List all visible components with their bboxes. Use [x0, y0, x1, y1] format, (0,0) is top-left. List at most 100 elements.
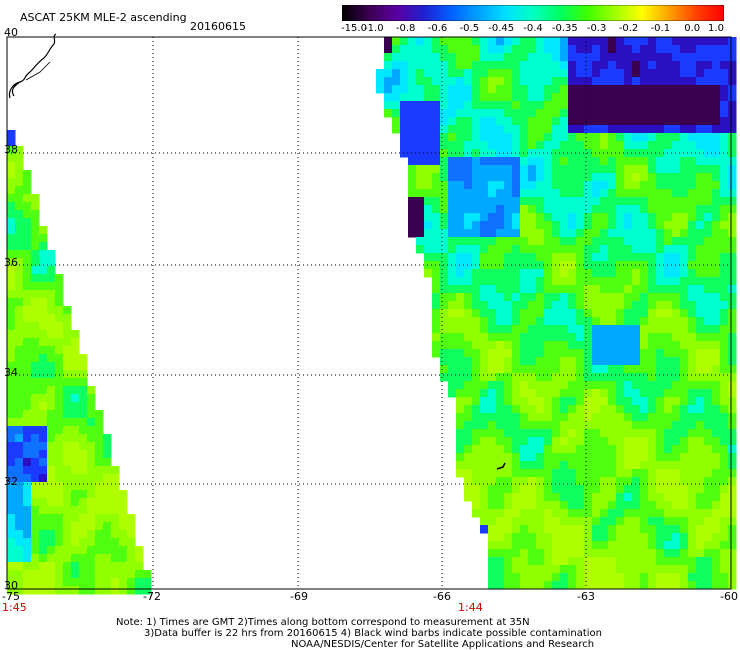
wind-cell — [39, 506, 48, 515]
wind-cell — [496, 61, 505, 70]
wind-cell — [688, 245, 697, 254]
wind-cell — [39, 266, 48, 275]
wind-cell — [616, 445, 625, 454]
wind-cell — [103, 562, 112, 571]
wind-cell — [576, 237, 585, 246]
wind-cell — [696, 133, 705, 142]
wind-cell — [31, 514, 40, 523]
wind-cell — [496, 501, 505, 510]
wind-cell — [672, 69, 681, 78]
wind-cell — [712, 325, 721, 334]
wind-cell — [536, 365, 545, 374]
wind-cell — [704, 301, 713, 310]
wind-cell — [456, 197, 465, 206]
wind-cell — [472, 157, 481, 166]
wind-cell — [688, 461, 697, 470]
wind-cell — [103, 482, 112, 491]
wind-cell — [536, 197, 545, 206]
wind-cell — [688, 37, 697, 46]
wind-cell — [39, 298, 48, 307]
wind-cell — [488, 501, 497, 510]
wind-cell — [504, 37, 513, 46]
wind-cell — [720, 197, 729, 206]
wind-cell — [656, 381, 665, 390]
wind-cell — [680, 221, 689, 230]
wind-cell — [560, 181, 569, 190]
wind-cell — [480, 85, 489, 94]
wind-cell — [584, 181, 593, 190]
wind-cell — [576, 453, 585, 462]
wind-cell — [55, 586, 64, 595]
wind-cell — [472, 461, 481, 470]
wind-cell — [704, 517, 713, 526]
wind-cell — [672, 317, 681, 326]
wind-cell — [728, 333, 737, 342]
wind-cell — [39, 426, 48, 435]
wind-cell — [448, 261, 457, 270]
wind-cell — [656, 53, 665, 62]
wind-cell — [544, 229, 553, 238]
wind-cell — [528, 445, 537, 454]
wind-cell — [472, 213, 481, 222]
wind-cell — [568, 181, 577, 190]
wind-cell — [640, 141, 649, 150]
wind-cell — [480, 109, 489, 118]
wind-cell — [23, 346, 32, 355]
wind-cell — [624, 69, 633, 78]
wind-cell — [712, 269, 721, 278]
wind-cell — [464, 189, 473, 198]
wind-cell — [560, 557, 569, 566]
wind-cell — [448, 157, 457, 166]
wind-cell — [15, 242, 24, 251]
wind-cell — [496, 573, 505, 582]
wind-cell — [656, 429, 665, 438]
wind-cell — [712, 69, 721, 78]
wind-cell — [688, 125, 697, 134]
wind-cell — [408, 101, 417, 110]
wind-cell — [616, 493, 625, 502]
wind-cell — [712, 365, 721, 374]
wind-cell — [720, 165, 729, 174]
wind-cell — [480, 45, 489, 54]
wind-cell — [71, 522, 80, 531]
wind-cell — [7, 138, 16, 147]
wind-cell — [63, 386, 72, 395]
wind-cell — [87, 578, 96, 587]
wind-cell — [464, 429, 473, 438]
wind-cell — [672, 437, 681, 446]
wind-cell — [7, 538, 16, 547]
wind-cell — [111, 570, 120, 579]
wind-cell — [720, 469, 729, 478]
wind-cell — [592, 333, 601, 342]
wind-cell — [552, 357, 561, 366]
wind-cell — [63, 498, 72, 507]
wind-cell — [488, 109, 497, 118]
wind-cell — [512, 541, 521, 550]
wind-cell — [488, 389, 497, 398]
wind-cell — [536, 269, 545, 278]
wind-cell — [55, 506, 64, 515]
wind-cell — [119, 562, 128, 571]
wind-cell — [544, 125, 553, 134]
wind-cell — [512, 533, 521, 542]
wind-cell — [664, 165, 673, 174]
wind-cell — [528, 501, 537, 510]
wind-cell — [672, 269, 681, 278]
wind-cell — [103, 506, 112, 515]
wind-cell — [648, 37, 657, 46]
lat-label-34: 34 — [4, 366, 18, 379]
wind-cell — [576, 229, 585, 238]
wind-cell — [696, 205, 705, 214]
wind-cell — [624, 533, 633, 542]
wind-cell — [23, 306, 32, 315]
wind-cell — [696, 261, 705, 270]
wind-cell — [536, 389, 545, 398]
wind-cell — [576, 533, 585, 542]
wind-cell — [656, 533, 665, 542]
wind-cell — [624, 309, 633, 318]
wind-cell — [7, 354, 16, 363]
wind-cell — [528, 381, 537, 390]
wind-cell — [584, 477, 593, 486]
wind-cell — [552, 293, 561, 302]
wind-cell — [728, 453, 737, 462]
